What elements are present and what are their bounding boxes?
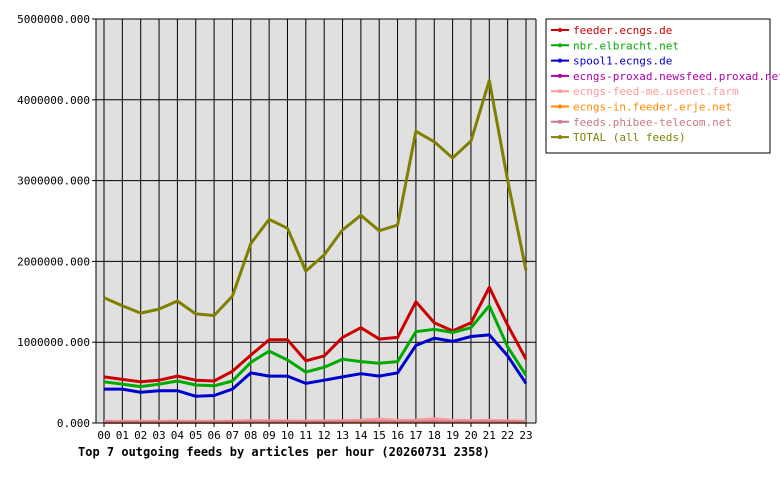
- x-tick-label: 10: [281, 429, 294, 442]
- series-line: [104, 333, 528, 398]
- legend-marker: [557, 58, 563, 63]
- x-tick-label: 00: [97, 429, 110, 442]
- x-tick-label: 11: [299, 429, 312, 442]
- x-tick-label: 07: [226, 429, 239, 442]
- x-tick-label: 02: [134, 429, 147, 442]
- x-tick-label: 15: [373, 429, 386, 442]
- chart-title: Top 7 outgoing feeds by articles per hou…: [78, 445, 490, 459]
- axes: 0.000 1000000.000 2000000.000 3000000.000 40…: [17, 13, 537, 442]
- legend-marker: [557, 89, 563, 94]
- y-tick-label: 3000000.000: [17, 175, 90, 188]
- legend-marker: [557, 73, 563, 79]
- x-tick-label: 17: [409, 429, 422, 442]
- legend-marker: [557, 119, 563, 124]
- x-tick-label: 04: [171, 429, 185, 442]
- y-tick-label: 0.000: [57, 417, 90, 430]
- legend-label: ecngs-in.feeder.erje.net: [573, 101, 732, 114]
- x-tick-label: 20: [464, 429, 477, 442]
- legend-marker: [557, 135, 563, 140]
- x-tick-label: 05: [189, 429, 202, 442]
- series-lines: [103, 78, 528, 424]
- legend-box: [545, 18, 771, 154]
- legend-label: feeds.phibee-telecom.net: [573, 116, 732, 129]
- x-tick-label: 13: [336, 429, 349, 442]
- x-tick-label: 06: [207, 429, 220, 442]
- y-tick-label: 5000000.000: [17, 13, 90, 26]
- y-tick-label: 2000000.000: [17, 255, 90, 268]
- series-line: [103, 78, 528, 317]
- x-tick-label: 18: [428, 429, 441, 442]
- x-tick-label: 22: [501, 429, 514, 442]
- x-tick-label: 19: [446, 429, 459, 442]
- legend: feeder.ecngs.de nbr.elbracht.net spool1.ec…: [545, 18, 780, 154]
- legend-label: nbr.elbracht.net: [573, 39, 679, 52]
- x-tick-label: 09: [263, 429, 276, 442]
- series-line: [103, 304, 528, 389]
- y-tick-label: 4000000.000: [17, 94, 90, 107]
- legend-label: ecngs-proxad.newsfeed.proxad.net: [573, 70, 780, 83]
- legend-label: ecngs-feed-me.usenet.farm: [573, 85, 739, 98]
- x-tick-label: 16: [391, 429, 404, 442]
- x-tick-label: 08: [244, 429, 257, 442]
- x-tick-label: 12: [318, 429, 331, 442]
- x-tick-label: 03: [152, 429, 165, 442]
- plot-background: [96, 19, 536, 423]
- legend-marker: [557, 43, 563, 48]
- legend-label: TOTAL (all feeds): [573, 131, 686, 144]
- series-line: [103, 285, 528, 384]
- y-tick-label: 1000000.000: [17, 336, 90, 349]
- legend-label: feeder.ecngs.de: [573, 24, 672, 37]
- x-tick-label: 14: [354, 429, 368, 442]
- legend-marker: [557, 104, 563, 109]
- plot-area: [96, 19, 536, 423]
- legend-marker: [557, 27, 563, 33]
- x-tick-label: 23: [519, 429, 532, 442]
- legend-label: spool1.ecngs.de: [573, 55, 672, 68]
- x-tick-label: 21: [483, 429, 496, 442]
- x-tick-label: 01: [116, 429, 129, 442]
